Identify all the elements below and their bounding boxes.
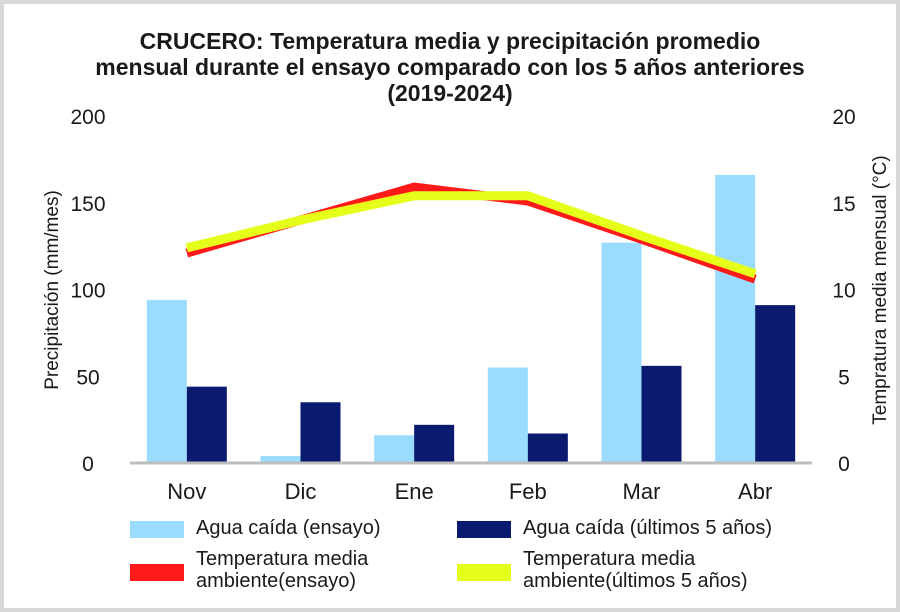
x-tick-label-dic: Dic — [285, 479, 317, 504]
y-left-tick-150: 150 — [70, 193, 105, 216]
legend-label-line-5anos-2: ambiente(últimos 5 años) — [523, 570, 748, 592]
legend-label-line-ensayo-2: ambiente(ensayo) — [196, 570, 357, 592]
y-left-tick-0: 0 — [82, 453, 94, 476]
legend-label-bar-5anos: Agua caída (últimos 5 años) — [523, 517, 773, 539]
y-right-tick-10: 10 — [832, 280, 855, 303]
legend-label-line-5anos-1: Temperatura media — [523, 548, 696, 570]
line-5anos — [185, 191, 757, 279]
legend-swatch-line-ensayo — [130, 564, 184, 581]
bar-ensayo-mar — [601, 242, 642, 463]
y-right-tick-0: 0 — [838, 453, 850, 476]
x-tick-label-mar: Mar — [623, 479, 661, 504]
y-axis-label-right: Tempratura media mensual (°C) — [870, 155, 891, 424]
y-right-tick-20: 20 — [832, 106, 855, 129]
bar-ensayo-dic — [260, 456, 301, 463]
chart-title-line-1: CRUCERO: Temperatura media y precipitaci… — [139, 28, 761, 54]
y-left-tick-200: 200 — [70, 106, 105, 129]
bar-5anos-mar — [641, 365, 682, 463]
y-left-tick-50: 50 — [76, 366, 99, 389]
y-right-tick-5: 5 — [838, 366, 850, 389]
y-right-tick-15: 15 — [832, 193, 855, 216]
legend-swatch-line-5anos — [457, 564, 511, 581]
bar-ensayo-feb — [487, 367, 528, 463]
y-axis-label-left: Precipitación (mm/mes) — [42, 190, 63, 390]
chart-title-line-2: mensual durante el ensayo comparado con … — [95, 54, 805, 80]
x-tick-label-nov: Nov — [167, 479, 206, 504]
legend-label-bar-ensayo: Agua caída (ensayo) — [196, 517, 381, 539]
bar-ensayo-nov — [146, 299, 187, 463]
x-tick-label-feb: Feb — [509, 479, 547, 504]
legend-label-line-ensayo-1: Temperatura media — [196, 548, 369, 570]
legend-swatch-bar-ensayo — [130, 521, 184, 538]
bar-ensayo-ene — [374, 435, 415, 463]
x-tick-label-ene: Ene — [395, 479, 434, 504]
legend-label-line-5anos: Temperatura media ambiente(últimos 5 año… — [523, 548, 748, 592]
bar-ensayo-abr — [715, 174, 756, 464]
bar-5anos-nov — [186, 386, 227, 463]
bar-5anos-abr — [755, 305, 796, 463]
line-ensayo — [185, 182, 757, 284]
x-tick-label-abr: Abr — [738, 479, 772, 504]
legend-label-line-ensayo: Temperatura media ambiente(ensayo) — [196, 548, 368, 592]
y-left-tick-100: 100 — [70, 280, 105, 303]
bar-5anos-feb — [527, 433, 568, 463]
chart-title-line-3: (2019-2024) — [387, 80, 513, 106]
combo-chart: Nov Dic Ene Feb Mar Abr 0 50 100 150 200 0 5 10 15 20 Pr… — [42, 106, 891, 504]
legend-swatch-bar-5anos — [457, 521, 511, 538]
bar-5anos-ene — [414, 424, 455, 463]
bar-5anos-dic — [300, 402, 341, 463]
